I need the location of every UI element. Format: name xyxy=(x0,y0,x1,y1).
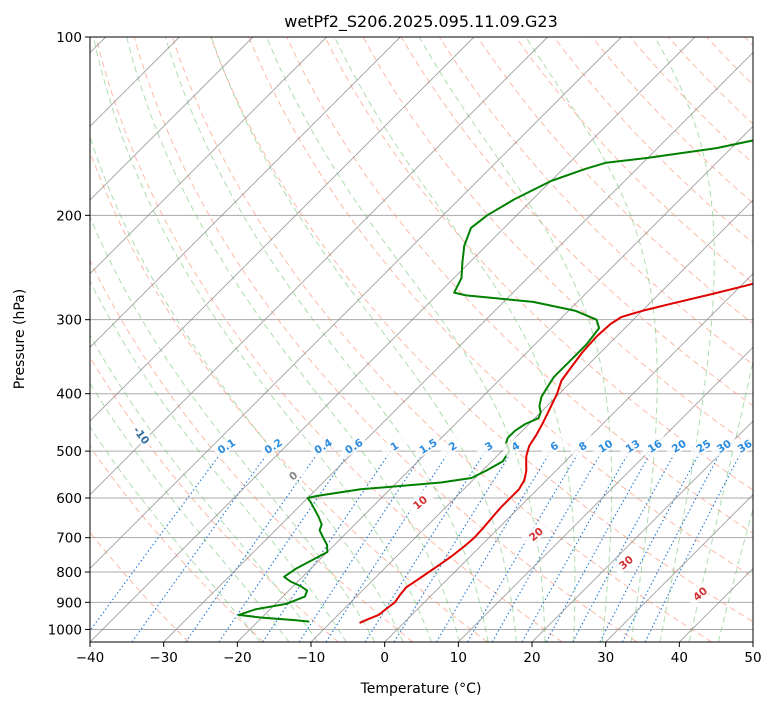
y-tick-label: 100 xyxy=(56,30,82,46)
x-tick-label: 10 xyxy=(450,650,467,666)
x-tick-label: −30 xyxy=(149,650,178,666)
y-axis-label: Pressure (hPa) xyxy=(12,289,28,389)
chart-title: wetPf2_S206.2025.095.11.09.G23 xyxy=(284,12,558,32)
x-tick-label: 40 xyxy=(671,650,688,666)
y-tick-label: 500 xyxy=(56,444,82,460)
x-tick-label: −40 xyxy=(76,650,105,666)
y-tick-label: 1000 xyxy=(48,622,82,638)
y-tick-label: 400 xyxy=(56,387,82,403)
x-tick-label: −10 xyxy=(297,650,326,666)
x-tick-label: −20 xyxy=(223,650,252,666)
x-tick-label: 0 xyxy=(380,650,389,666)
y-tick-label: 200 xyxy=(56,208,82,224)
x-tick-label: 50 xyxy=(744,650,761,666)
x-tick-label: 20 xyxy=(523,650,540,666)
y-tick-label: 700 xyxy=(56,531,82,547)
y-tick-label: 300 xyxy=(56,313,82,329)
x-tick-label: 30 xyxy=(597,650,614,666)
y-tick-label: 800 xyxy=(56,565,82,581)
y-tick-label: 600 xyxy=(56,491,82,507)
y-tick-label: 900 xyxy=(56,595,82,611)
x-axis-label: Temperature (°C) xyxy=(360,681,482,697)
